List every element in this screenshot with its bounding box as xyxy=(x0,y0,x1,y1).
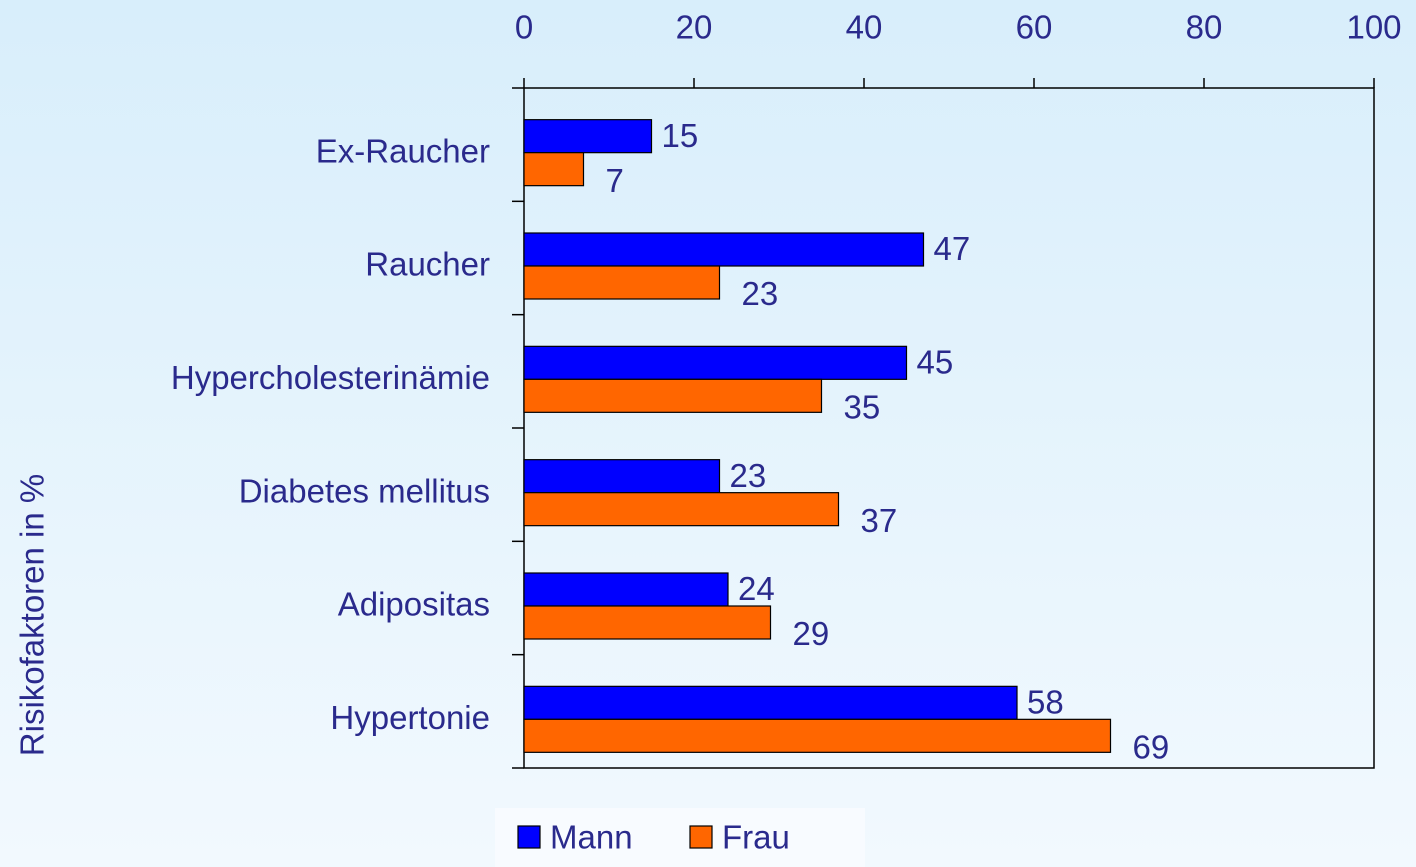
y-tick-label: Adipositas xyxy=(338,586,490,623)
bar xyxy=(523,605,772,640)
data-label: 35 xyxy=(844,389,881,426)
x-tick-label: 60 xyxy=(1016,9,1053,46)
bar xyxy=(523,685,1018,720)
x-tick-label: 80 xyxy=(1186,9,1223,46)
y-tick-label: Hypercholesterinämie xyxy=(171,359,490,396)
bar xyxy=(523,378,823,413)
bar xyxy=(523,345,908,380)
y-tick-label: Ex-Raucher xyxy=(316,132,490,169)
legend-label: Mann xyxy=(550,819,633,856)
bar xyxy=(523,119,653,154)
data-label: 7 xyxy=(606,162,624,199)
y-axis-label: Risikofaktoren in % xyxy=(14,474,51,756)
x-tick-label: 20 xyxy=(676,9,713,46)
data-label: 69 xyxy=(1133,729,1170,766)
data-label: 47 xyxy=(934,230,971,267)
data-label: 23 xyxy=(742,275,779,312)
data-label: 15 xyxy=(662,117,699,154)
legend-label: Frau xyxy=(722,819,790,856)
legend-box xyxy=(495,808,865,867)
data-label: 29 xyxy=(793,615,830,652)
bar xyxy=(523,459,721,494)
data-label: 37 xyxy=(861,502,898,539)
bar xyxy=(523,232,925,267)
x-tick-label: 100 xyxy=(1346,9,1401,46)
data-label: 45 xyxy=(917,344,954,381)
bar xyxy=(523,492,840,527)
y-tick-label: Diabetes mellitus xyxy=(239,472,490,509)
bar xyxy=(523,265,721,300)
bar xyxy=(523,572,729,607)
y-tick-label: Hypertonie xyxy=(330,699,490,736)
x-tick-label: 0 xyxy=(515,9,533,46)
data-label: 23 xyxy=(730,457,767,494)
legend-swatch xyxy=(517,825,541,849)
y-tick-label: Raucher xyxy=(365,246,490,283)
data-label: 24 xyxy=(738,570,775,607)
x-tick-label: 40 xyxy=(846,9,883,46)
data-label: 58 xyxy=(1027,684,1064,721)
legend-swatch xyxy=(689,825,713,849)
bar xyxy=(523,152,585,187)
bar xyxy=(523,718,1112,753)
